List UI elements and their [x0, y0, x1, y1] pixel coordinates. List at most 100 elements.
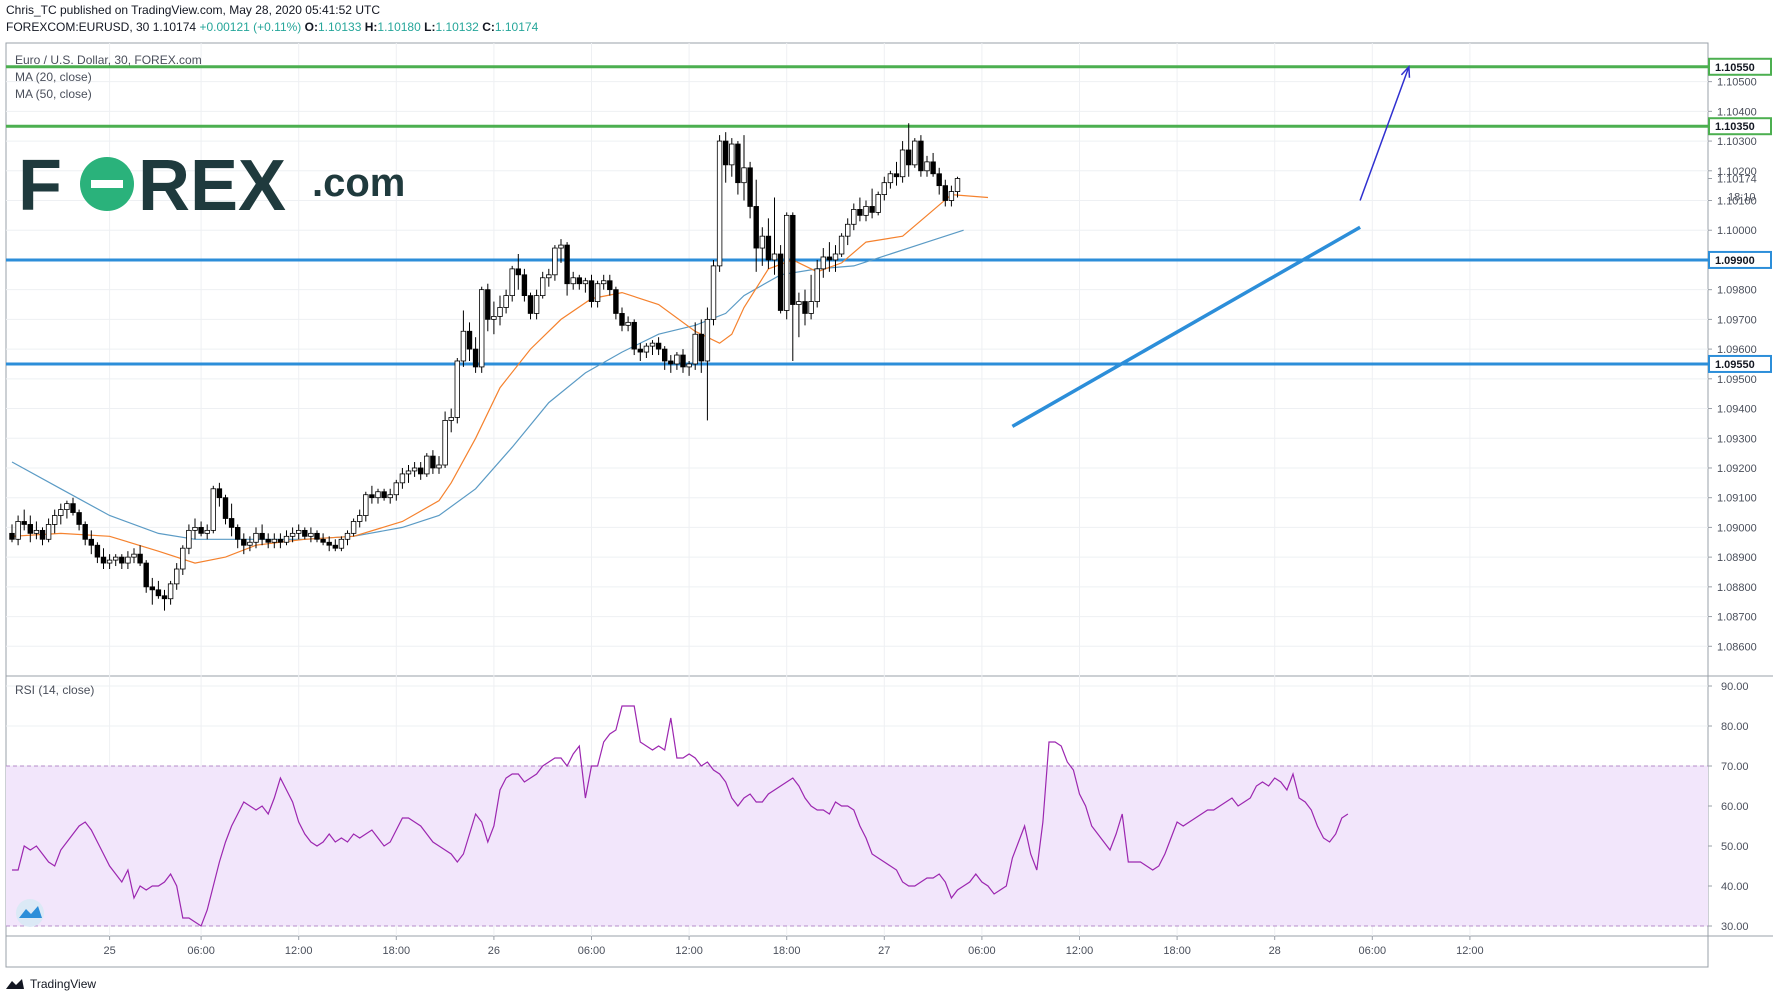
candle-body-91 [564, 244, 570, 285]
candle-body-8 [58, 509, 64, 516]
candle-body-79 [491, 316, 497, 320]
trendline [1011, 225, 1361, 428]
candle-131 [808, 274, 814, 320]
candle-94 [582, 277, 589, 293]
candle-body-150 [924, 161, 930, 172]
candle-body-52 [326, 541, 332, 546]
forex-logo: F REX .com [18, 146, 405, 226]
candle-20 [131, 548, 137, 564]
candle-95 [588, 274, 595, 308]
candle-body-45 [283, 535, 290, 543]
candle-126 [777, 245, 784, 314]
time-axis[interactable]: 25 06:00 12:00 18:00 26 06:00 12:00 18:00 27 06:0… [103, 936, 1484, 957]
candle-body-37 [234, 527, 241, 540]
candle-body-126 [777, 253, 784, 311]
candle-body-5 [39, 529, 46, 540]
candle-body-114 [704, 318, 711, 362]
rsi-axis[interactable]: 90.00 80.00 70.00 60.00 50.00 40.00 30.00 [1708, 681, 1749, 933]
tv-watermark-glyph [19, 906, 42, 918]
candle-68 [424, 453, 430, 477]
candle-114 [704, 307, 711, 421]
candle-150 [924, 155, 930, 177]
time-tick-8: 27 [878, 945, 890, 957]
candle-0 [9, 524, 15, 543]
close-value: 1.10174 [494, 20, 539, 34]
time-tick-1: 06:00 [187, 945, 215, 957]
candle-47 [295, 524, 302, 540]
candle-10 [70, 497, 76, 516]
level-badge-box-3 [1708, 354, 1772, 373]
candle-105 [649, 340, 656, 356]
candle-body-106 [655, 342, 662, 350]
legend-ma20: MA (20, close) [15, 70, 92, 84]
candle-88 [546, 268, 552, 287]
price-tick-11: 1.09400 [1717, 404, 1757, 416]
candle-body-130 [802, 301, 808, 314]
candle-36 [228, 503, 235, 537]
candle-43 [271, 533, 277, 549]
last-price-marker: 1.10174 [1717, 174, 1757, 186]
open-value: 1.10133 [317, 20, 362, 34]
candle-body-19 [125, 556, 131, 564]
candle-body-69 [430, 455, 436, 469]
candle-body-153 [942, 185, 948, 201]
candle-26 [167, 580, 174, 605]
candle-body-50 [314, 532, 320, 540]
candle-101 [625, 316, 631, 332]
candle-body-21 [137, 553, 143, 564]
candle-body-84 [521, 274, 528, 297]
candle-body-33 [210, 488, 216, 531]
candle-body-36 [228, 518, 235, 528]
legend-ma50: MA (50, close) [15, 87, 92, 101]
candle-17 [113, 554, 119, 567]
candle-40 [253, 527, 259, 549]
candle-body-86 [533, 295, 540, 314]
candle-73 [454, 358, 460, 424]
rsi-tick-4: 50.00 [1721, 841, 1749, 853]
candle-41 [259, 524, 265, 546]
candle-112 [692, 322, 698, 370]
candle-132 [814, 259, 820, 308]
candle-body-146 [899, 149, 906, 178]
candle-46 [289, 527, 296, 543]
level-badge-3: 1.09550 [1708, 354, 1772, 373]
drawings[interactable] [1011, 64, 1411, 428]
candle-body-68 [424, 455, 430, 475]
candle-body-77 [478, 289, 485, 368]
level-badge-label-2: 1.09900 [1715, 255, 1755, 267]
rsi-band-fill [6, 766, 1708, 926]
tradingview-footer[interactable]: TradingView [6, 977, 96, 991]
tradingview-brand: TradingView [30, 977, 97, 991]
candle-93 [576, 274, 582, 290]
price-change: +0.00121 (+0.11%) [199, 20, 302, 34]
candle-110 [680, 349, 686, 373]
level-badge-box-1 [1708, 117, 1772, 136]
candle-body-25 [161, 595, 168, 600]
symbol-label: FOREXCOM:EURUSD, 30 [6, 20, 150, 34]
candle-body-54 [338, 538, 345, 549]
candle-body-132 [814, 268, 820, 302]
price-tick-18: 1.08700 [1717, 612, 1757, 624]
candle-body-48 [302, 529, 308, 537]
low-label: L: [424, 20, 436, 34]
candle-27 [173, 563, 180, 590]
candle-body-101 [625, 321, 631, 326]
candle-35 [222, 494, 229, 525]
projection-arrow-shaft [1359, 66, 1410, 201]
open-label: O: [304, 20, 318, 34]
candle-4 [33, 521, 40, 540]
projection-arrow-head [1400, 64, 1411, 78]
candle-127 [784, 212, 790, 320]
candle-body-131 [808, 301, 814, 314]
candle-body-98 [607, 280, 613, 291]
candle-body-102 [631, 321, 637, 350]
candle-body-109 [674, 354, 680, 365]
candle-body-1 [15, 521, 21, 540]
level-badge-label-1: 1.10350 [1715, 121, 1755, 133]
time-tick-11: 18:00 [1163, 945, 1191, 957]
candle-23 [149, 577, 155, 605]
candle-44 [277, 533, 284, 549]
candle-87 [540, 271, 546, 299]
candle-body-142 [875, 194, 881, 213]
